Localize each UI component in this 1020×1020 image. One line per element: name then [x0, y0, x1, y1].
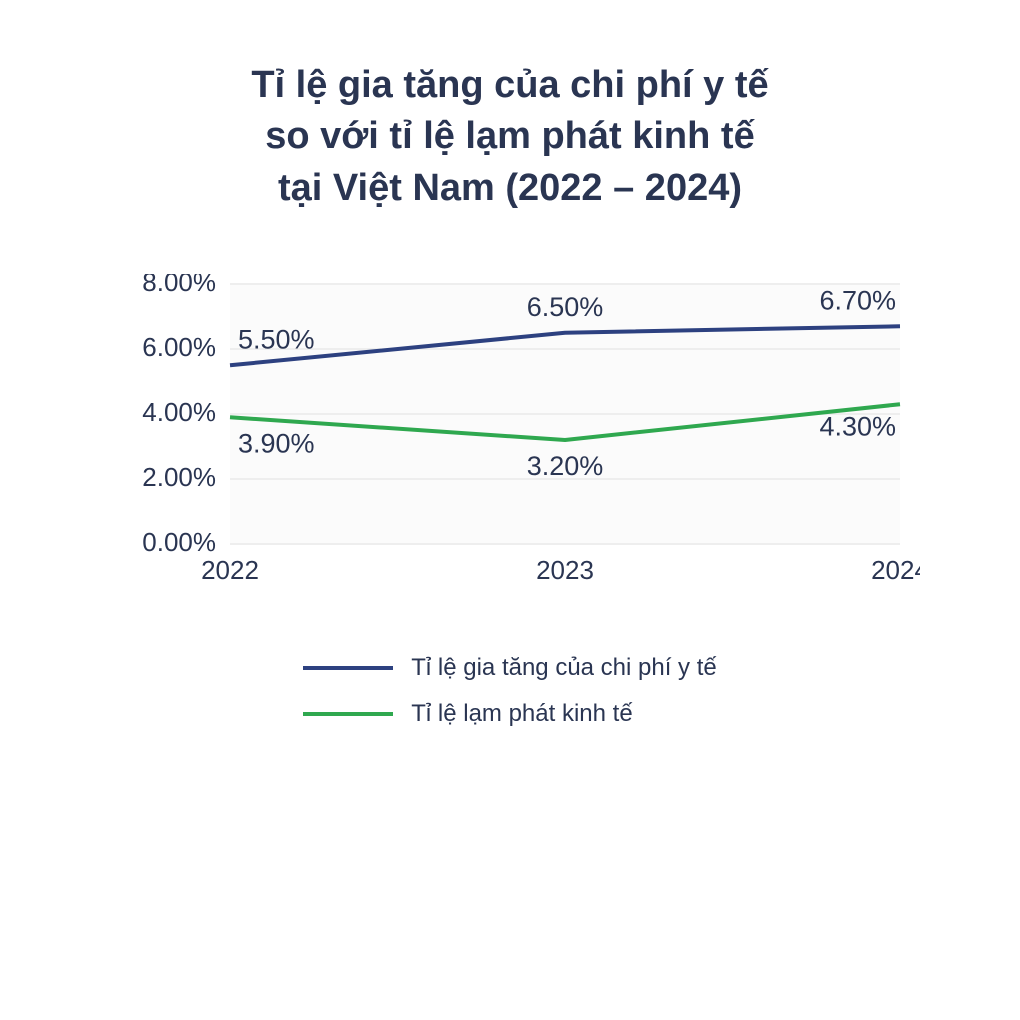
data-label: 6.70% [819, 285, 896, 315]
data-label: 6.50% [527, 292, 604, 322]
data-label: 3.90% [238, 428, 315, 458]
y-tick-label: 4.00% [142, 397, 216, 427]
x-tick-label: 2023 [536, 555, 594, 584]
legend-label: Tỉ lệ lạm phát kinh tế [411, 700, 632, 728]
data-label: 4.30% [819, 411, 896, 441]
legend-swatch [303, 666, 393, 670]
legend: Tỉ lệ gia tăng của chi phí y tế Tỉ lệ lạm… [303, 654, 717, 728]
chart-svg: 0.00% 2.00% 4.00% 6.00% 8.00% 2022 2023 2024 5.5… [100, 274, 920, 584]
legend-swatch [303, 712, 393, 716]
y-tick-label: 0.00% [142, 527, 216, 557]
x-tick-label: 2022 [201, 555, 259, 584]
y-tick-label: 2.00% [142, 462, 216, 492]
chart-title: Tỉ lệ gia tăng của chi phí y tế so với t… [251, 60, 768, 214]
legend-item: Tỉ lệ gia tăng của chi phí y tế [303, 654, 717, 682]
x-tick-label: 2024 [871, 555, 920, 584]
legend-label: Tỉ lệ gia tăng của chi phí y tế [411, 654, 717, 682]
y-tick-label: 8.00% [142, 274, 216, 297]
data-label: 3.20% [527, 451, 604, 481]
data-label: 5.50% [238, 324, 315, 354]
line-chart: 0.00% 2.00% 4.00% 6.00% 8.00% 2022 2023 2024 5.5… [100, 274, 920, 584]
title-line-1: Tỉ lệ gia tăng của chi phí y tế [251, 60, 768, 111]
title-line-2: so với tỉ lệ lạm phát kinh tế [251, 111, 768, 162]
legend-item: Tỉ lệ lạm phát kinh tế [303, 700, 632, 728]
title-line-3: tại Việt Nam (2022 – 2024) [251, 163, 768, 214]
y-tick-label: 6.00% [142, 332, 216, 362]
